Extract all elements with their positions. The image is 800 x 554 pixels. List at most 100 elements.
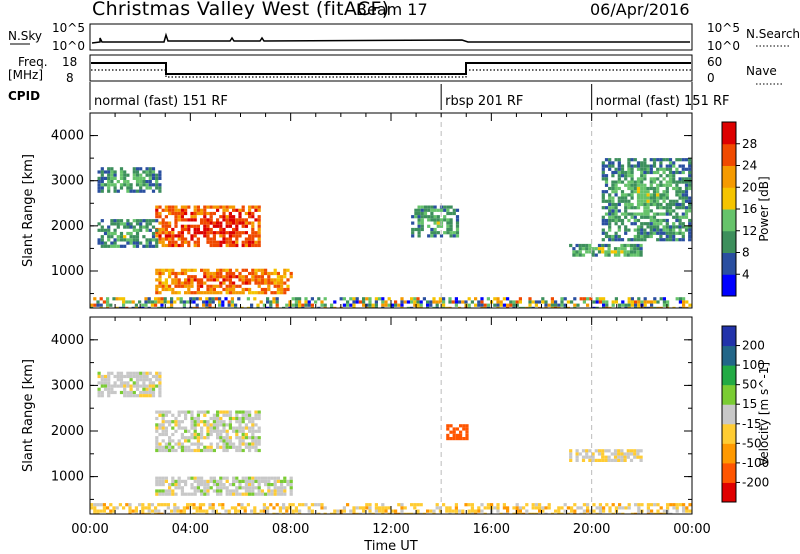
data-cell — [160, 297, 164, 301]
data-cell — [206, 483, 210, 487]
data-cell — [135, 381, 140, 385]
data-cell — [652, 161, 657, 165]
data-cell — [110, 180, 114, 184]
data-cell — [633, 452, 637, 456]
data-cell — [668, 238, 673, 242]
data-cell — [139, 241, 143, 245]
data-cell — [477, 300, 481, 304]
data-cell — [97, 241, 101, 245]
data-cell — [578, 452, 582, 456]
data-cell — [113, 189, 117, 193]
data-cell — [387, 297, 391, 301]
data-cell — [688, 231, 692, 235]
data-cell — [113, 222, 117, 226]
data-cell — [180, 445, 184, 449]
data-cell — [248, 483, 252, 487]
data-cell — [264, 268, 268, 272]
data-cell — [410, 297, 414, 301]
data-cell — [126, 241, 130, 245]
data-cell — [142, 176, 146, 180]
data-cell — [216, 442, 220, 446]
data-cell — [643, 190, 647, 194]
data-cell — [166, 306, 170, 308]
data-cell — [228, 483, 232, 487]
data-cell — [129, 189, 133, 193]
data-cell — [283, 476, 287, 480]
data-cell — [264, 492, 268, 496]
data-cell — [458, 306, 462, 308]
data-cell — [235, 426, 239, 430]
data-cell — [601, 199, 605, 203]
nsky-tick-top: 10^5 — [52, 21, 85, 35]
data-cell — [633, 228, 637, 232]
data-cell — [525, 503, 529, 507]
data-cell — [665, 209, 669, 213]
data-cell — [219, 410, 223, 414]
data-cell — [151, 167, 156, 171]
data-cell — [681, 215, 685, 219]
data-cell — [205, 306, 209, 308]
data-cell — [601, 190, 605, 194]
data-cell — [623, 455, 627, 459]
data-cell — [684, 215, 689, 219]
data-cell — [235, 227, 239, 232]
data-cell — [225, 287, 229, 292]
data-cell — [286, 268, 290, 272]
data-cell — [158, 278, 162, 282]
data-cell — [446, 208, 450, 212]
data-cell — [209, 215, 213, 219]
data-cell — [675, 193, 679, 197]
data-cell — [627, 300, 631, 304]
data-cell — [672, 231, 676, 235]
data-cell — [174, 234, 178, 238]
data-cell — [323, 303, 327, 307]
data-cell — [132, 374, 136, 379]
data-cell — [228, 205, 232, 209]
data-cell — [205, 297, 209, 301]
data-cell — [608, 215, 612, 219]
data-cell — [211, 300, 215, 304]
data-cell — [128, 509, 132, 513]
data-cell — [675, 170, 679, 175]
nave-label: Nave — [746, 64, 777, 78]
data-cell — [627, 206, 631, 210]
data-cell — [604, 231, 609, 235]
data-cell — [601, 238, 605, 242]
data-cell — [656, 183, 660, 187]
data-cell — [387, 512, 391, 514]
data-cell — [678, 222, 682, 226]
data-cell — [129, 238, 133, 242]
data-cell — [581, 458, 586, 462]
colorbar-segment — [722, 482, 736, 503]
colorbar-tick-label: -50 — [742, 436, 762, 450]
data-cell — [107, 180, 111, 184]
data-cell — [196, 227, 200, 232]
data-cell — [238, 221, 242, 225]
data-cell — [617, 228, 621, 232]
data-cell — [688, 164, 692, 168]
data-cell — [582, 297, 586, 301]
data-cell — [620, 222, 625, 226]
data-cell — [646, 209, 650, 213]
data-cell — [103, 241, 108, 245]
data-cell — [139, 186, 143, 190]
data-cell — [206, 284, 210, 288]
data-cell — [613, 452, 618, 456]
data-cell — [195, 509, 199, 513]
data-cell — [190, 423, 194, 427]
data-cell — [598, 512, 602, 514]
data-cell — [349, 303, 353, 307]
data-cell — [158, 371, 162, 375]
data-cell — [291, 503, 295, 507]
data-cell — [222, 429, 226, 433]
data-cell — [659, 231, 663, 235]
data-cell — [141, 512, 145, 514]
data-cell — [267, 278, 271, 282]
data-cell — [132, 371, 136, 375]
data-cell — [142, 244, 146, 248]
data-cell — [145, 374, 149, 379]
data-cell — [193, 291, 197, 295]
data-cell — [368, 506, 372, 510]
data-cell — [177, 486, 181, 490]
data-cell — [538, 509, 542, 513]
